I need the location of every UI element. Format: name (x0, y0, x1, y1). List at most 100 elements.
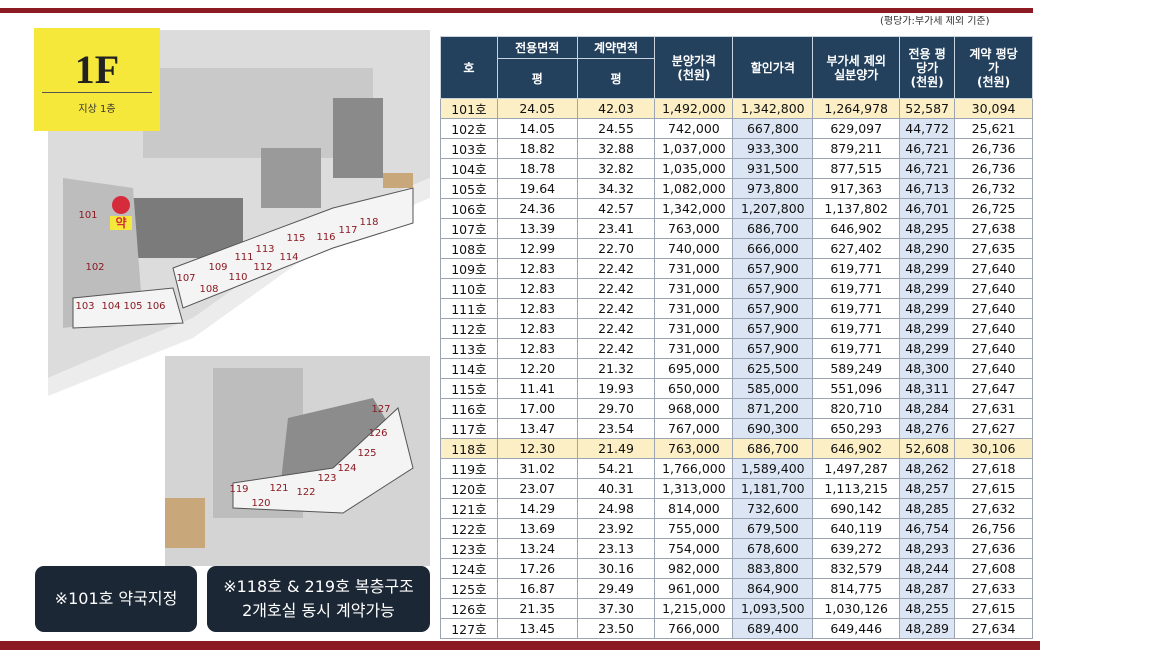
value-cell: 26,725 (954, 198, 1033, 219)
unit-cell: 108호 (440, 238, 498, 259)
value-cell: 30,106 (954, 438, 1033, 459)
value-cell: 27,632 (954, 498, 1033, 519)
value-cell: 23.50 (576, 618, 656, 639)
notice: ※101호 약국지정 (35, 566, 197, 632)
value-cell: 24.05 (496, 98, 578, 119)
value-cell: 585,000 (732, 378, 814, 399)
value-cell: 30.16 (576, 558, 656, 579)
table-row: 111호 12.83 22.42 731,000 657,900 619,771 48,29… (440, 298, 1033, 319)
value-cell: 832,579 (812, 558, 901, 579)
unit-cell: 119호 (440, 458, 498, 479)
value-cell: 32.88 (576, 138, 656, 159)
value-cell: 917,363 (812, 178, 901, 199)
value-cell: 731,000 (654, 338, 734, 359)
value-cell: 44,772 (899, 118, 956, 139)
unit-label: 104 (101, 301, 120, 312)
value-cell: 27,631 (954, 398, 1033, 419)
unit-cell: 102호 (440, 118, 498, 139)
value-cell: 48,299 (899, 258, 956, 279)
value-cell: 740,000 (654, 238, 734, 259)
unit-cell: 105호 (440, 178, 498, 199)
value-cell: 12.83 (496, 258, 578, 279)
table-row: 116호 17.00 29.70 968,000 871,200 820,710 48,28… (440, 398, 1033, 419)
value-cell: 46,721 (899, 138, 956, 159)
unit-cell: 104호 (440, 158, 498, 179)
value-cell: 52,587 (899, 98, 956, 119)
value-cell: 678,600 (732, 538, 814, 559)
value-cell: 767,000 (654, 418, 734, 439)
value-cell: 46,754 (899, 518, 956, 539)
value-cell: 690,300 (732, 418, 814, 439)
unit-label: 116 (316, 232, 335, 243)
value-cell: 690,142 (812, 498, 901, 519)
unit-cell: 113호 (440, 338, 498, 359)
unit-cell: 121호 (440, 498, 498, 519)
unit-cell: 118호 (440, 438, 498, 459)
value-cell: 31.02 (496, 458, 578, 479)
value-cell: 27,638 (954, 218, 1033, 239)
unit-cell: 126호 (440, 598, 498, 619)
value-cell: 22.70 (576, 238, 656, 259)
value-cell: 27,640 (954, 338, 1033, 359)
value-cell: 763,000 (654, 438, 734, 459)
value-cell: 48,284 (899, 398, 956, 419)
value-cell: 1,342,000 (654, 198, 734, 219)
value-cell: 22.42 (576, 338, 656, 359)
value-cell: 1,037,000 (654, 138, 734, 159)
value-cell: 32.82 (576, 158, 656, 179)
column-header: 전용 평 당가 (천원) (899, 36, 956, 99)
value-cell: 18.78 (496, 158, 578, 179)
column-header: 호 (440, 36, 498, 99)
value-cell: 48,299 (899, 298, 956, 319)
value-cell: 40.31 (576, 478, 656, 499)
value-cell: 48,299 (899, 278, 956, 299)
unit-label: 118 (359, 217, 378, 228)
value-cell: 27,640 (954, 358, 1033, 379)
unit-cell: 116호 (440, 398, 498, 419)
value-cell: 12.83 (496, 298, 578, 319)
value-cell: 13.45 (496, 618, 578, 639)
value-cell: 12.99 (496, 238, 578, 259)
value-cell: 1,035,000 (654, 158, 734, 179)
unit-label: 107 (176, 273, 195, 284)
value-cell: 14.05 (496, 118, 578, 139)
value-cell: 21.35 (496, 598, 578, 619)
value-cell: 657,900 (732, 338, 814, 359)
value-cell: 19.93 (576, 378, 656, 399)
value-cell: 48,290 (899, 238, 956, 259)
value-cell: 639,272 (812, 538, 901, 559)
unit-label: 110 (228, 272, 247, 283)
value-cell: 12.20 (496, 358, 578, 379)
column-unit: 평 (496, 58, 578, 99)
value-cell: 619,771 (812, 318, 901, 339)
value-cell: 13.24 (496, 538, 578, 559)
value-cell: 931,500 (732, 158, 814, 179)
value-cell: 18.82 (496, 138, 578, 159)
table-row: 125호 16.87 29.49 961,000 864,900 814,775 48,28… (440, 578, 1033, 599)
value-cell: 1,589,400 (732, 458, 814, 479)
value-cell: 1,215,000 (654, 598, 734, 619)
value-cell: 814,775 (812, 578, 901, 599)
value-cell: 731,000 (654, 258, 734, 279)
price-table: 호 전용면적 계약면적 분양가격 (천원) 할인가격 부가세 제외 실분양가 전용 평 당가… (440, 36, 1033, 639)
unit-label: 101 (78, 210, 97, 221)
value-cell: 52,608 (899, 438, 956, 459)
table-row: 105호 19.64 34.32 1,082,000 973,800 917,363 46,… (440, 178, 1033, 199)
unit-cell: 123호 (440, 538, 498, 559)
value-cell: 48,295 (899, 218, 956, 239)
table-row: 109호 12.83 22.42 731,000 657,900 619,771 48,29… (440, 258, 1033, 279)
unit-label: 112 (253, 262, 272, 273)
value-cell: 48,244 (899, 558, 956, 579)
table-row: 127호 13.45 23.50 766,000 689,400 649,446 48,28… (440, 618, 1033, 639)
table-row: 102호 14.05 24.55 742,000 667,800 629,097 44,77… (440, 118, 1033, 139)
table-row: 108호 12.99 22.70 740,000 666,000 627,402 48,29… (440, 238, 1033, 259)
table-row: 124호 17.26 30.16 982,000 883,800 832,579 48,24… (440, 558, 1033, 579)
value-cell: 48,299 (899, 318, 956, 339)
value-cell: 30,094 (954, 98, 1033, 119)
value-cell: 619,771 (812, 278, 901, 299)
value-cell: 731,000 (654, 318, 734, 339)
value-cell: 619,771 (812, 338, 901, 359)
value-cell: 657,900 (732, 258, 814, 279)
value-cell: 46,701 (899, 198, 956, 219)
